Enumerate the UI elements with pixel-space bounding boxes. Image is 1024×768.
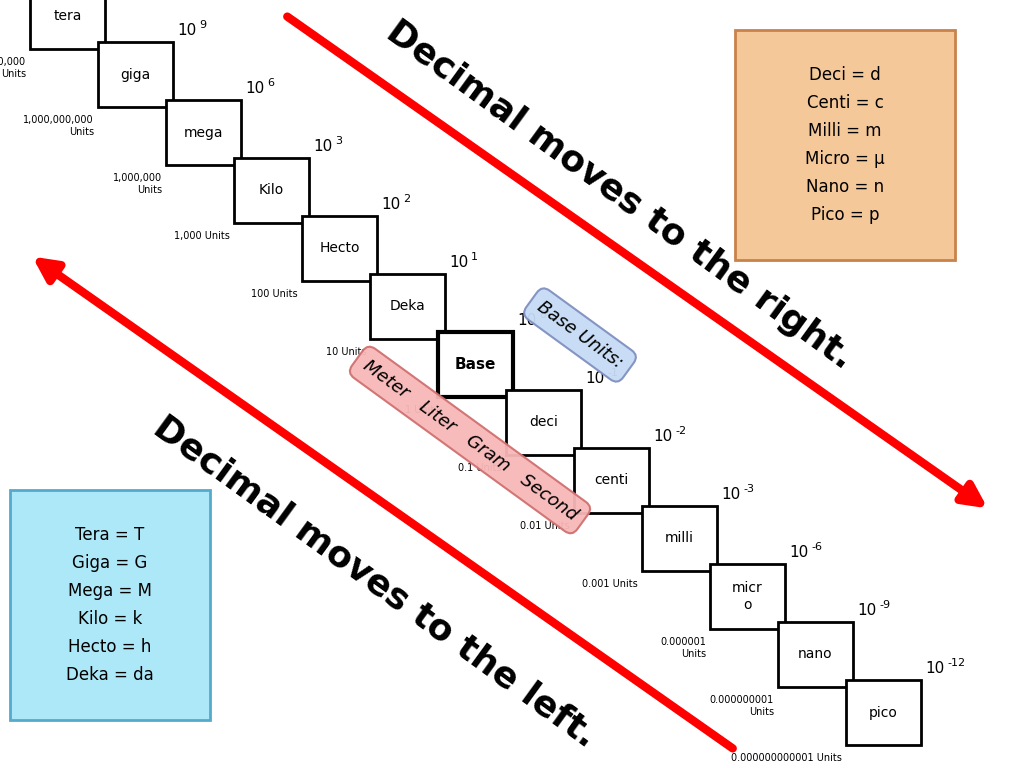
Text: 0.000000000001 Units: 0.000000000001 Units — [731, 753, 842, 763]
Text: Kilo: Kilo — [259, 184, 284, 197]
Text: 1: 1 — [471, 252, 478, 262]
Text: milli: milli — [665, 531, 694, 545]
Text: 2: 2 — [403, 194, 411, 204]
Text: 10 Units: 10 Units — [326, 347, 366, 357]
Text: 1,000,000,000,000
Units: 1,000,000,000,000 Units — [0, 57, 26, 78]
Text: -3: -3 — [743, 484, 754, 494]
Text: Base: Base — [455, 357, 497, 372]
Bar — [574, 448, 649, 513]
Text: -2: -2 — [675, 426, 686, 436]
Text: 9: 9 — [199, 20, 206, 30]
Text: Base Units:: Base Units: — [534, 298, 627, 372]
Text: Decimal moves to the right.: Decimal moves to the right. — [380, 15, 859, 376]
Text: 0.000000001
Units: 0.000000001 Units — [710, 695, 774, 717]
Bar — [735, 30, 955, 260]
Text: 1,000,000
Units: 1,000,000 Units — [113, 173, 162, 194]
Text: 1,000,000,000
Units: 1,000,000,000 Units — [24, 115, 94, 137]
Text: 10: 10 — [653, 429, 672, 444]
Bar — [642, 506, 717, 571]
Text: -9: -9 — [879, 600, 890, 610]
Text: 1,000 Units: 1,000 Units — [174, 231, 230, 241]
Text: 10: 10 — [790, 545, 808, 560]
Text: -6: -6 — [811, 542, 822, 552]
Bar — [438, 332, 513, 397]
Text: 10: 10 — [449, 255, 468, 270]
Text: 10: 10 — [381, 197, 400, 212]
Text: 0.000001
Units: 0.000001 Units — [660, 637, 706, 659]
Text: 10: 10 — [857, 603, 877, 618]
Text: deci: deci — [529, 415, 558, 429]
Bar — [166, 100, 241, 165]
Text: tera: tera — [53, 9, 82, 24]
Text: 10: 10 — [313, 139, 332, 154]
Text: 1 Unit: 1 Unit — [404, 405, 434, 415]
Text: 10: 10 — [177, 23, 197, 38]
Text: pico: pico — [869, 706, 898, 720]
Text: 10: 10 — [245, 81, 264, 96]
Text: Tera = T
Giga = G
Mega = M
Kilo = k
Hecto = h
Deka = da: Tera = T Giga = G Mega = M Kilo = k Hect… — [67, 527, 154, 684]
Text: centi: centi — [594, 474, 629, 488]
Bar — [846, 680, 921, 745]
Text: 0.1 Units: 0.1 Units — [459, 463, 502, 473]
Text: Hecto: Hecto — [319, 241, 359, 256]
Text: 6: 6 — [267, 78, 274, 88]
Bar — [710, 564, 785, 629]
Text: -1: -1 — [607, 368, 618, 378]
Bar — [234, 158, 309, 223]
Text: 10: 10 — [585, 371, 604, 386]
Bar — [30, 0, 105, 49]
Bar — [506, 390, 581, 455]
Bar — [98, 42, 173, 107]
Text: 100 Units: 100 Units — [251, 289, 298, 299]
Text: 0: 0 — [539, 310, 546, 320]
Text: 0.001 Units: 0.001 Units — [583, 579, 638, 589]
Text: mega: mega — [183, 125, 223, 140]
Text: 10: 10 — [517, 313, 537, 328]
Text: Deci = d
Centi = c
Milli = m
Micro = μ
Nano = n
Pico = p: Deci = d Centi = c Milli = m Micro = μ N… — [805, 67, 885, 223]
Text: 10: 10 — [925, 661, 944, 676]
Text: micr
o: micr o — [732, 581, 763, 611]
Bar — [10, 490, 210, 720]
Text: Deka: Deka — [389, 300, 425, 313]
Text: giga: giga — [121, 68, 151, 81]
Text: nano: nano — [798, 647, 833, 661]
Text: Meter   Liter   Gram   Second: Meter Liter Gram Second — [359, 356, 581, 524]
Text: 0.01 Units: 0.01 Units — [520, 521, 570, 531]
Text: Decimal moves to the left.: Decimal moves to the left. — [147, 410, 603, 754]
Bar — [370, 274, 445, 339]
Text: -12: -12 — [947, 658, 966, 668]
Bar — [302, 216, 377, 281]
Bar — [778, 622, 853, 687]
Text: 3: 3 — [335, 136, 342, 146]
Text: 10: 10 — [721, 487, 740, 502]
